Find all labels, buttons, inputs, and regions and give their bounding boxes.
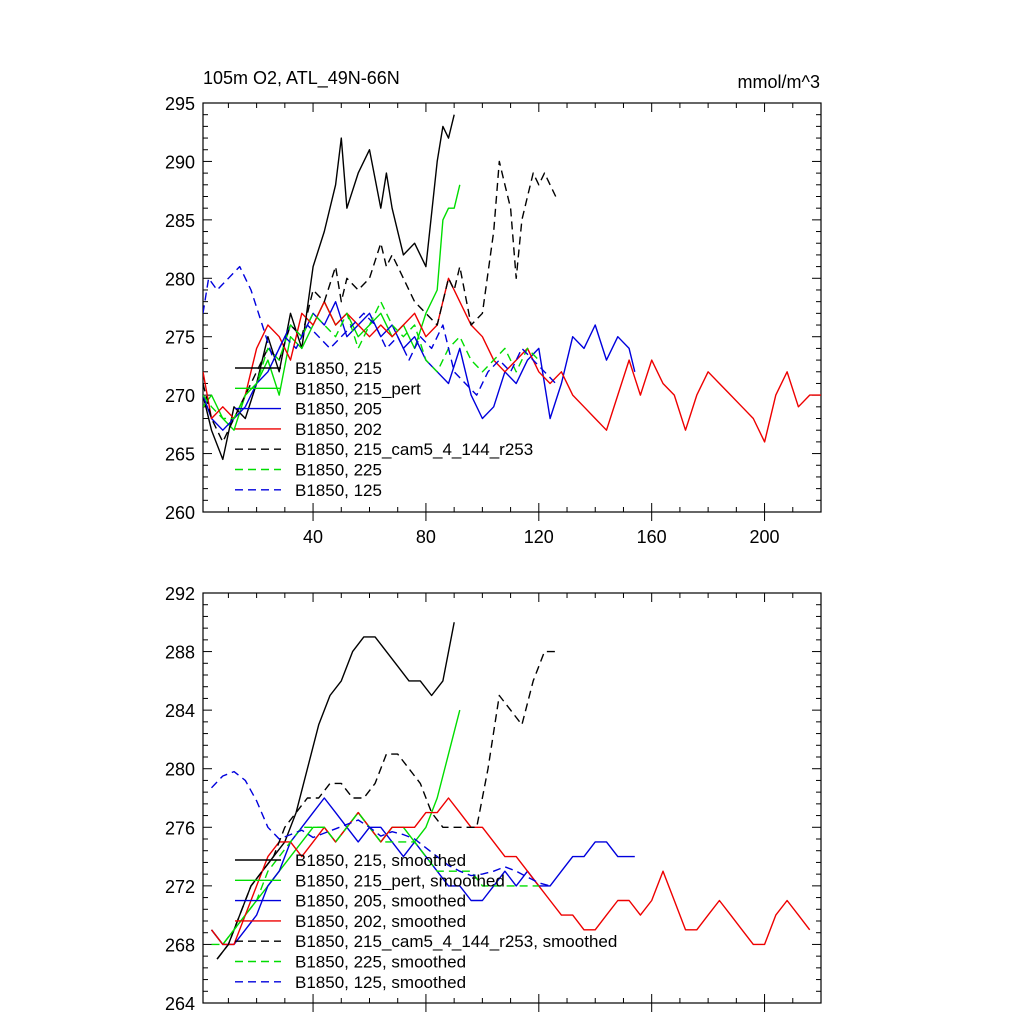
y-tick-label: 288	[165, 643, 195, 663]
x-tick-label: 160	[637, 527, 667, 547]
legend-entry: B1850, 215_cam5_4_144_r253, smoothed	[295, 932, 617, 951]
series-group	[210, 622, 811, 960]
x-tick-label: 80	[416, 527, 436, 547]
bottom-panel: 264 268 272 276 280 284 288 292 B1850, 215, smoo…	[165, 584, 822, 1014]
title-left: 105m O2, ATL_49N-66N	[203, 68, 400, 89]
series-line	[216, 650, 556, 960]
legend-entry: B1850, 215_pert	[295, 379, 421, 398]
legend-entry: B1850, 215_cam5_4_144_r253	[295, 440, 533, 459]
y-tick-label: 264	[165, 994, 195, 1014]
y-tick-label: 284	[165, 701, 195, 721]
y-tick-label: 295	[165, 94, 195, 114]
y-tick-label: 276	[165, 818, 195, 838]
series-line	[216, 622, 455, 960]
y-tick-label: 285	[165, 211, 195, 231]
legend-entry: B1850, 205	[295, 400, 382, 419]
title-right: mmol/m^3	[738, 72, 820, 92]
legend-entry: B1850, 202, smoothed	[295, 912, 466, 931]
series-line	[203, 114, 455, 461]
legend-entry: B1850, 125, smoothed	[295, 973, 466, 992]
y-tick-label: 270	[165, 386, 195, 406]
x-tick-label: 200	[750, 527, 780, 547]
legend-entry: B1850, 205, smoothed	[295, 892, 466, 911]
legend-entry: B1850, 202	[295, 420, 382, 439]
y-tick-label: 280	[165, 269, 195, 289]
legend-entry: B1850, 215_pert, smoothed	[295, 871, 505, 890]
series-line	[210, 770, 551, 887]
top-panel: 260 265 270 275 280 285 290 295 40 80 120 160 200 B18…	[165, 94, 822, 547]
series-line	[203, 277, 821, 443]
legend-entry: B1850, 125	[295, 481, 382, 500]
legend-entry: B1850, 215, smoothed	[295, 851, 466, 870]
x-tick-label: 120	[524, 527, 554, 547]
legend-entry: B1850, 215	[295, 359, 382, 378]
legend-entry: B1850, 225	[295, 461, 382, 480]
y-tick-label: 292	[165, 584, 195, 604]
series-group	[203, 114, 821, 461]
x-tick-label: 40	[303, 527, 323, 547]
y-tick-label: 260	[165, 503, 195, 523]
y-tick-label: 265	[165, 445, 195, 465]
series-line	[203, 265, 557, 396]
y-tick-label: 272	[165, 877, 195, 897]
series-line	[210, 797, 811, 946]
y-tick-label: 275	[165, 328, 195, 348]
legend-entry: B1850, 225, smoothed	[295, 953, 466, 972]
y-tick-label: 290	[165, 152, 195, 172]
series-line	[203, 301, 540, 420]
series-line	[210, 797, 635, 946]
series-line	[211, 811, 539, 946]
y-tick-label: 280	[165, 760, 195, 780]
plot-frame	[202, 102, 822, 513]
y-tick-label: 268	[165, 935, 195, 955]
plot-frame	[202, 592, 822, 1004]
